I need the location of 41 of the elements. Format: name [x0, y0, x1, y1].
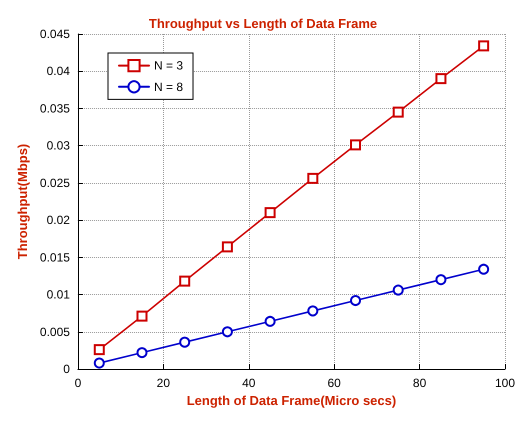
point — [392, 106, 404, 118]
point — [94, 344, 105, 356]
point — [307, 172, 318, 184]
point — [478, 40, 490, 52]
chart-title: Throughput vs Length of Data Frame — [148, 16, 378, 31]
y-tick-label: 0.02 — [46, 213, 70, 228]
point — [179, 276, 190, 287]
y-tick-label: 0.045 — [40, 27, 70, 41]
y-tick-label: 0.025 — [40, 176, 70, 190]
x-tick-label: 20 — [156, 376, 170, 390]
y-tick-label: 0.03 — [46, 138, 70, 153]
point — [350, 139, 362, 150]
x-tick-label: 80 — [412, 376, 427, 390]
point — [94, 358, 105, 369]
point — [136, 310, 148, 322]
x-tick-label: 0 — [74, 376, 82, 390]
y-axis-title: Throughput(Mbps) — [15, 144, 30, 260]
point — [478, 264, 490, 275]
legend-label: N = 3 — [154, 58, 184, 73]
y-tick-label: 0.005 — [40, 324, 70, 339]
point — [179, 336, 190, 348]
point — [435, 274, 446, 286]
y-tick-label: 0.035 — [40, 101, 70, 116]
point — [264, 316, 276, 327]
legend-label: N = 8 — [154, 80, 184, 94]
y-tick-label: 0 — [63, 362, 70, 376]
y-tick-label: 0.015 — [40, 250, 70, 264]
x-tick-label: 100 — [494, 376, 516, 390]
point — [392, 284, 404, 296]
point — [435, 73, 446, 84]
point — [307, 305, 318, 316]
point — [264, 207, 276, 218]
x-tick-label: 40 — [242, 376, 256, 390]
x-tick-label: 60 — [327, 376, 342, 390]
point — [136, 347, 148, 358]
point — [350, 295, 362, 306]
y-tick-label: 0.01 — [46, 288, 70, 302]
point — [222, 241, 233, 252]
y-tick-label: 0.04 — [46, 64, 70, 78]
x-axis-title: Length of Data Frame(Micro secs) — [186, 392, 396, 408]
point — [222, 326, 233, 338]
